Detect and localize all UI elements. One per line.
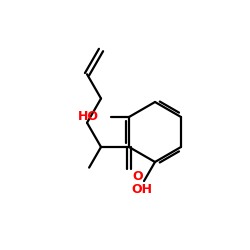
Text: OH: OH: [132, 183, 152, 196]
Text: HO: HO: [78, 110, 99, 124]
Text: O: O: [132, 170, 143, 183]
